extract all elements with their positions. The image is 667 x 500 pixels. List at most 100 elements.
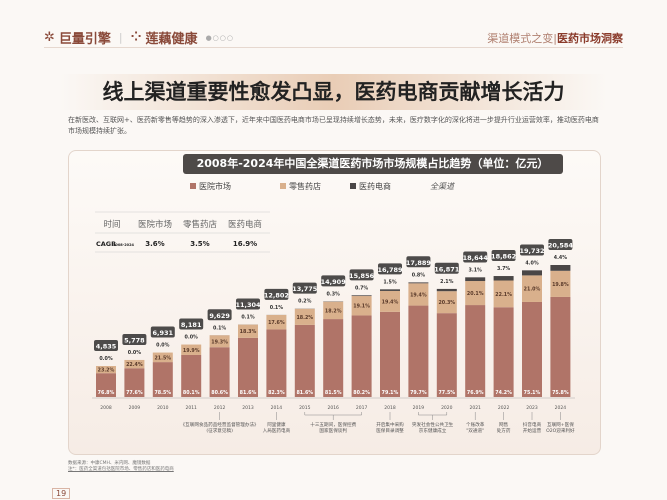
total-label-box: [548, 239, 573, 250]
total-label: 11,304: [235, 301, 261, 309]
bar-retail: [209, 335, 230, 348]
cagr-header: 医院市场: [138, 219, 172, 230]
bar-hospital: [465, 305, 486, 397]
bar-ecommerce: [522, 270, 542, 276]
data-label-retail: 18.2%: [296, 315, 313, 321]
total-label: 6,931: [153, 329, 174, 337]
bar-retail: [181, 344, 202, 355]
total-label: 20,584: [548, 242, 574, 250]
total-label: 15,856: [349, 272, 375, 280]
section-bold: 医药市场洞察: [557, 31, 623, 45]
data-label-hospital: 80.6%: [211, 390, 228, 396]
bar-ecommerce: [351, 295, 372, 297]
data-label-hospital: 76.9%: [467, 390, 484, 396]
total-label-box: [179, 318, 204, 330]
section-label: 渠道模式之变|医药市场洞察: [487, 31, 623, 45]
data-label-hospital: 81.6%: [296, 390, 313, 396]
event-text: "双通道": [466, 427, 484, 434]
legend-swatch: [190, 183, 196, 189]
event-text: 阿里健康: [267, 421, 286, 428]
data-label-ecommerce: 0.8%: [412, 272, 425, 278]
data-label-hospital: 79.7%: [410, 390, 427, 396]
data-label-ecommerce: 0.1%: [241, 315, 254, 321]
bar-retail: [436, 291, 457, 314]
bar-retail: [323, 301, 344, 320]
total-label-box: [207, 309, 232, 321]
data-label-ecommerce: 1.5%: [383, 279, 396, 285]
data-label-hospital: 77.6%: [126, 390, 143, 396]
page-title: 线上渠道重要性愈发凸显，医药电商贡献增长活力: [60, 74, 607, 110]
event-text: 处方药: [497, 427, 511, 434]
logo-dots-icon: ⁘: [130, 30, 142, 45]
total-label-box: [94, 339, 118, 351]
data-label-retail: 21.5%: [154, 355, 171, 361]
bar-ecommerce: [493, 276, 514, 281]
data-label-retail: 19.9%: [183, 348, 200, 354]
bar-retail: [550, 270, 571, 297]
event-text: 《互联网食品药品经营监督管理办法》: [181, 421, 259, 428]
data-label-ecommerce: 0.0%: [99, 356, 112, 362]
data-label-ecommerce: 4.4%: [554, 255, 567, 261]
total-label: 14,909: [321, 278, 347, 286]
data-label-retail: 19.1%: [353, 304, 370, 310]
bar-ecommerce: [550, 265, 571, 271]
legend-swatch: [350, 183, 356, 189]
x-tick-label: 2012: [214, 405, 226, 411]
total-label: 12,802: [264, 291, 289, 299]
bar-ecommerce: [436, 288, 457, 292]
x-tick-label: 2019: [413, 405, 425, 411]
note-text: 注*：医药全渠道包括医院市场、零售药店和医药电商: [68, 467, 174, 472]
bar-retail: [124, 359, 145, 369]
bar-hospital: [209, 347, 230, 397]
footnote: 数据来源：中康CMH、米内网、魔镜数据 注*：医药全渠道包括医院市场、零售药店和…: [68, 461, 174, 473]
bar-ecommerce: [380, 289, 400, 291]
data-label-hospital: 81.6%: [240, 390, 257, 396]
total-label-box: [434, 262, 459, 274]
bar-retail: [152, 352, 173, 363]
data-label-hospital: 81.5%: [325, 390, 342, 396]
total-label: 16,871: [434, 265, 460, 273]
legend-label: 医药电商: [359, 181, 391, 191]
total-label: 9,629: [209, 312, 230, 320]
bar-retail: [408, 283, 429, 306]
event-bracket: [418, 412, 448, 416]
bar-retail: [351, 296, 372, 316]
cagr-header: 医药电商: [228, 219, 262, 230]
intro-paragraph: 在新医改、互联网+、医药新零售等趋势的深入渗透下，近年来中国医药电商市场已呈现持…: [68, 116, 599, 135]
legend-label: 医院市场: [199, 181, 231, 191]
data-label-hospital: 79.1%: [382, 390, 399, 396]
total-label-box: [406, 256, 431, 268]
data-label-hospital: 80.1%: [183, 390, 200, 396]
event-text: 医保目录调整: [376, 427, 404, 434]
data-label-retail: 22.1%: [495, 292, 512, 298]
chart-title: 2008年-2024年中国全渠道医药市场市场规模占比趋势（单位：亿元）: [182, 154, 563, 174]
legend-label: 全渠道: [430, 182, 455, 191]
bar-ecommerce: [408, 282, 429, 284]
event-text: 开启集中采购: [376, 421, 404, 428]
data-label-retail: 18.3%: [240, 329, 257, 335]
x-tick-label: 2018: [384, 405, 396, 411]
total-label: 18,644: [463, 254, 489, 262]
data-label-ecommerce: 0.0%: [156, 343, 169, 349]
total-label-box: [292, 282, 317, 294]
event-text: 个账改革: [466, 421, 485, 428]
cagr-value: 3.6%: [145, 240, 164, 248]
event-text: (征求意见稿): [206, 427, 233, 434]
event-bracket: [304, 412, 362, 416]
logo-juliang: ✲ 巨量引擎: [44, 28, 111, 47]
bar-hospital: [294, 324, 315, 397]
data-label-ecommerce: 3.1%: [469, 267, 482, 273]
cagr-header: 时间: [103, 219, 120, 230]
x-tick-label: 2011: [185, 405, 197, 411]
legend-swatch: [280, 183, 286, 189]
data-label-retail: 19.3%: [211, 339, 228, 345]
data-label-hospital: 75.1%: [524, 390, 541, 396]
event-text: 网售: [499, 421, 509, 428]
data-label-ecommerce: 3.7%: [497, 266, 510, 272]
data-label-ecommerce: 0.1%: [270, 305, 283, 311]
total-label-box: [150, 326, 175, 338]
x-tick-label: 2008: [100, 405, 112, 411]
bar-hospital: [550, 296, 571, 397]
data-label-ecommerce: 4.0%: [525, 260, 538, 266]
data-label-ecommerce: 0.7%: [355, 285, 368, 291]
